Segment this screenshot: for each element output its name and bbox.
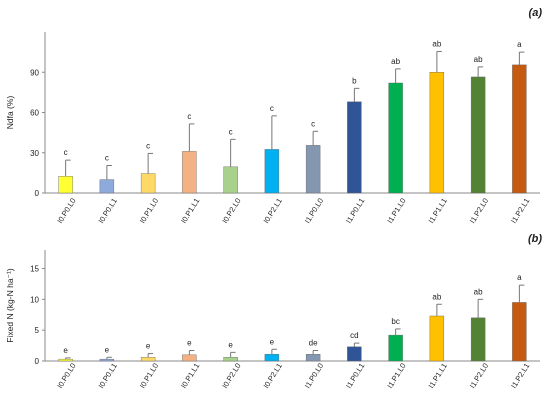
significance-label: c (229, 127, 233, 136)
significance-label: e (228, 340, 233, 349)
y-tick-label: 90 (30, 68, 39, 77)
bar (140, 357, 156, 362)
x-tick-label: I1.P2.L1 (509, 196, 531, 224)
x-tick-label: I0.P2.L0 (220, 361, 242, 389)
bar (429, 315, 445, 362)
y-tick-label: 0 (35, 357, 40, 366)
significance-label: e (270, 337, 275, 346)
x-tick-label: I1.P0.L0 (303, 196, 325, 224)
y-axis-label: Fixed N (kg-N ha⁻¹) (5, 268, 15, 343)
bar (140, 173, 156, 194)
significance-label: ab (432, 39, 441, 48)
x-tick-label: I0.P1.L1 (179, 361, 201, 389)
significance-label: c (270, 104, 274, 113)
bar (223, 357, 238, 362)
significance-label: c (146, 141, 150, 150)
significance-label: ab (391, 57, 400, 66)
bar (182, 354, 197, 362)
bar (264, 149, 280, 194)
significance-label: de (309, 339, 318, 348)
x-tick-label: I1.P1.L1 (427, 196, 449, 224)
bar (388, 334, 403, 362)
bar (305, 145, 321, 194)
y-tick-label: 15 (30, 265, 39, 274)
x-tick-label: I0.P0.L0 (55, 361, 77, 389)
panel-label: (a) (529, 7, 543, 19)
x-tick-label: I1.P2.L0 (468, 196, 490, 224)
bar (99, 179, 115, 194)
bar (470, 317, 486, 362)
significance-label: e (63, 346, 68, 355)
significance-label: b (352, 76, 357, 85)
x-tick-label: I0.P2.L1 (262, 361, 284, 389)
bar (512, 302, 527, 362)
y-tick-label: 30 (30, 149, 39, 158)
significance-label: ab (474, 287, 483, 296)
significance-label: c (311, 119, 315, 128)
panel-b: (b) 0 5 10 15 Fixed N (kg-N ha⁻¹) e I0.P0.L0 e I0… (5, 233, 542, 390)
x-tick-label: I0.P1.L1 (179, 196, 201, 224)
significance-label: e (146, 342, 151, 351)
bar (429, 72, 445, 194)
bar (470, 76, 486, 194)
x-tick-label: I0.P0.L0 (55, 196, 77, 224)
y-tick-label: 0 (35, 189, 40, 198)
y-tick-label: 60 (30, 109, 39, 118)
bar (512, 64, 527, 194)
significance-label: c (187, 112, 191, 121)
bar (58, 176, 73, 194)
bar (347, 346, 362, 362)
significance-label: e (187, 339, 192, 348)
significance-label: a (517, 40, 522, 49)
x-tick-label: I0.P2.L0 (220, 196, 242, 224)
bar (99, 358, 115, 362)
significance-label: cd (350, 331, 358, 340)
x-tick-label: I1.P1.L0 (385, 196, 407, 224)
bar (388, 82, 403, 194)
x-tick-label: I0.P1.L0 (138, 196, 160, 224)
significance-label: c (64, 148, 68, 157)
x-tick-label: I0.P0.L1 (97, 196, 119, 224)
bar (347, 101, 362, 194)
bar (223, 166, 238, 194)
y-tick-label: 5 (35, 326, 40, 335)
x-tick-label: I1.P1.L1 (427, 361, 449, 389)
y-tick-label: 10 (30, 295, 39, 304)
panel-label: (b) (528, 233, 542, 245)
x-tick-label: I0.P1.L0 (138, 361, 160, 389)
significance-label: a (517, 273, 522, 282)
significance-label: ab (474, 55, 483, 64)
significance-label: e (105, 345, 110, 354)
x-tick-label: I1.P0.L1 (344, 196, 366, 224)
significance-label: bc (391, 317, 399, 326)
x-tick-label: I0.P2.L1 (262, 196, 284, 224)
x-tick-label: I1.P2.L0 (468, 361, 490, 389)
x-tick-label: I1.P2.L1 (509, 361, 531, 389)
x-tick-label: I0.P0.L1 (97, 361, 119, 389)
x-tick-label: I1.P0.L1 (344, 361, 366, 389)
x-tick-label: I1.P1.L0 (385, 361, 407, 389)
bar (182, 151, 197, 194)
x-tick-label: I1.P0.L0 (303, 361, 325, 389)
bar (305, 354, 321, 362)
bar (264, 354, 280, 362)
bar (58, 358, 73, 362)
panel-a: (a) 0 30 60 90 Ndfa (%) c I0.P0.L0 c I0.P0.L1 c I0.… (5, 7, 542, 225)
significance-label: c (105, 153, 109, 162)
significance-label: ab (432, 292, 441, 301)
y-axis-label: Ndfa (%) (5, 96, 15, 130)
